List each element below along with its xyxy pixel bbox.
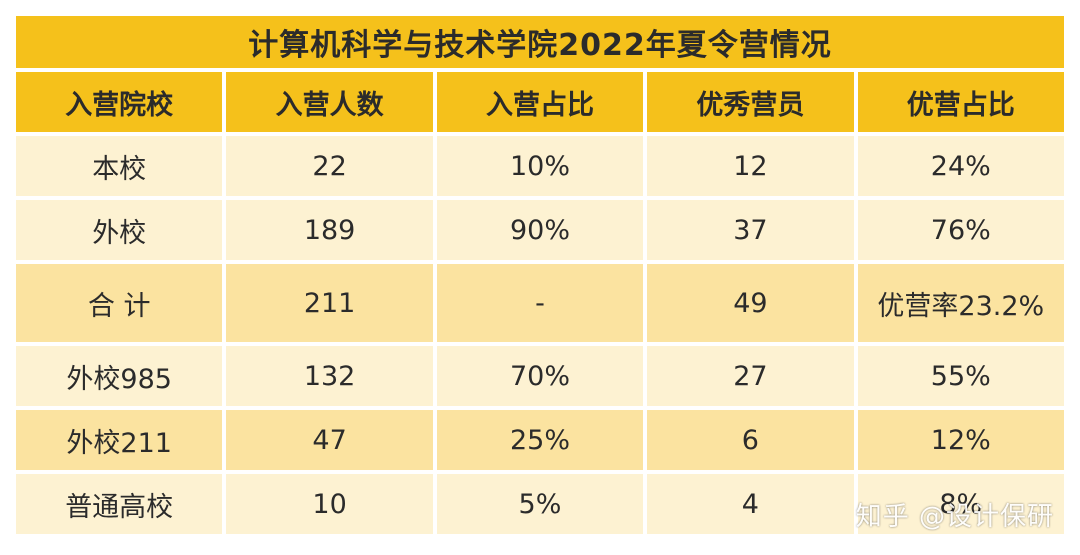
cell-excellent: 6 [647, 410, 854, 470]
cell-excellent: 27 [647, 346, 854, 406]
table-title: 计算机科学与技术学院2022年夏令营情况 [16, 16, 1064, 68]
cell-school: 合 计 [16, 264, 223, 342]
cell-ratio: 70% [436, 346, 644, 406]
cell-excellent-ratio: 24% [857, 136, 1064, 196]
cell-excellent-ratio: 12% [857, 410, 1064, 470]
cell-count: 132 [226, 346, 433, 406]
cell-excellent: 49 [647, 264, 854, 342]
cell-ratio: 90% [436, 200, 644, 260]
cell-school: 外校985 [16, 346, 223, 406]
cell-count: 47 [226, 410, 433, 470]
column-header-ratio: 入营占比 [436, 72, 644, 132]
cell-count: 10 [226, 474, 433, 534]
table-row: 合 计 211 - 49 优营率23.2% [16, 264, 1064, 342]
cell-excellent-ratio: 8% [857, 474, 1064, 534]
table-row: 外校 189 90% 37 76% [16, 200, 1064, 260]
cell-school: 外校211 [16, 410, 223, 470]
cell-ratio: - [436, 264, 644, 342]
table-row: 外校211 47 25% 6 12% [16, 410, 1064, 470]
column-header-excellent-ratio: 优营占比 [857, 72, 1064, 132]
table-row: 普通高校 10 5% 4 8% [16, 474, 1064, 534]
header-row: 入营院校 入营人数 入营占比 优秀营员 优营占比 [16, 72, 1064, 132]
cell-excellent-ratio: 优营率23.2% [857, 264, 1064, 342]
cell-excellent-ratio: 55% [857, 346, 1064, 406]
cell-excellent-ratio: 76% [857, 200, 1064, 260]
table-row: 外校985 132 70% 27 55% [16, 346, 1064, 406]
cell-ratio: 5% [436, 474, 644, 534]
cell-excellent: 37 [647, 200, 854, 260]
cell-count: 22 [226, 136, 433, 196]
zhihu-watermark: 知乎 @设计保研 [855, 502, 1054, 532]
cell-count: 189 [226, 200, 433, 260]
cell-count: 211 [226, 264, 433, 342]
title-row: 计算机科学与技术学院2022年夏令营情况 [16, 16, 1064, 68]
cell-ratio: 10% [436, 136, 644, 196]
summer-camp-table: 计算机科学与技术学院2022年夏令营情况 入营院校 入营人数 入营占比 优秀营员… [12, 12, 1068, 538]
table-row: 本校 22 10% 12 24% [16, 136, 1064, 196]
cell-school: 外校 [16, 200, 223, 260]
cell-excellent: 4 [647, 474, 854, 534]
column-header-count: 入营人数 [226, 72, 433, 132]
column-header-school: 入营院校 [16, 72, 223, 132]
cell-school: 本校 [16, 136, 223, 196]
column-header-excellent: 优秀营员 [647, 72, 854, 132]
cell-ratio: 25% [436, 410, 644, 470]
cell-excellent: 12 [647, 136, 854, 196]
cell-school: 普通高校 [16, 474, 223, 534]
